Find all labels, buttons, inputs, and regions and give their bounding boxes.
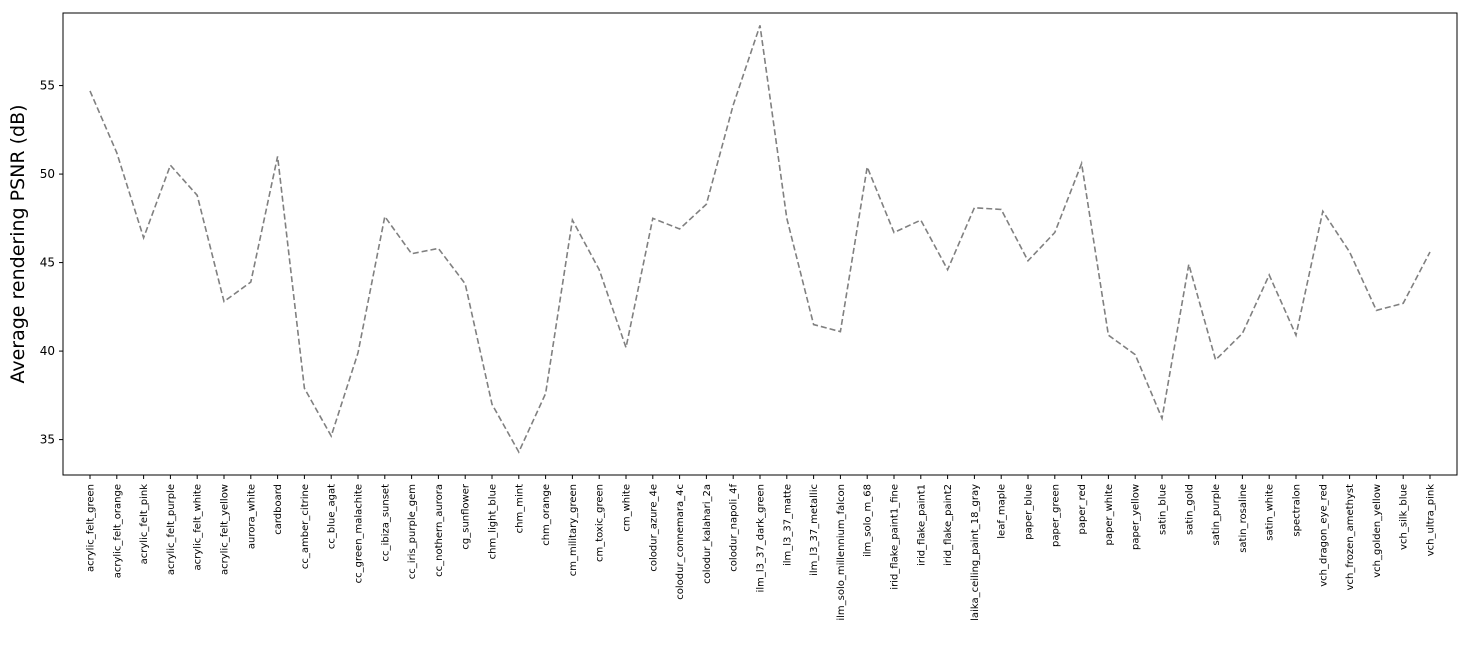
y-tick-label: 50 (40, 167, 55, 181)
y-axis: 35 40 45 50 55 (40, 79, 63, 447)
x-tick-label: vch_ultra_pink (1426, 484, 1437, 556)
x-tick-label: ilm_l3_37_metallic (809, 484, 820, 576)
x-tick-label: acrylic_felt_orange (112, 484, 123, 578)
x-tick-label: chm_orange (541, 484, 552, 546)
x-tick-label: ilm_solo_m_68 (863, 484, 874, 557)
x-tick-label: paper_red (1077, 484, 1088, 534)
x-tick-label: satin_gold (1184, 484, 1195, 535)
x-tick-label: acrylic_felt_white (193, 484, 204, 570)
x-tick-label: paper_blue (1024, 484, 1035, 540)
y-tick-label: 40 (40, 344, 55, 358)
x-tick-label: cc_nothern_aurora (434, 484, 445, 577)
x-tick-label: ilm_solo_millennium_falcon (836, 484, 847, 621)
x-tick-label: laika_ceiling_paint_18_gray (970, 484, 981, 621)
x-tick-label: leaf_maple (997, 484, 1008, 539)
x-tick-label: spectralon (1292, 484, 1303, 537)
x-tick-label: paper_yellow (1131, 484, 1142, 550)
x-tick-label: cc_green_malachite (354, 484, 365, 583)
x-tick-label: irid_flake_paint1_fine (890, 484, 901, 590)
x-tick-label: cg_sunflower (461, 483, 472, 549)
plot-area (62, 12, 1458, 476)
x-tick-label: irid_flake_paint2 (943, 484, 954, 566)
psnr-series-line (89, 25, 1431, 454)
x-tick-label: colodur_azure_4e (648, 484, 659, 572)
x-tick-label: ilm_l3_37_matte (782, 484, 793, 566)
x-tick-label: cm_toxic_green (595, 484, 606, 562)
x-tick-label: paper_white (1104, 484, 1115, 545)
x-tick-label: vch_silk_blue (1399, 484, 1410, 550)
x-tick-label: acrylic_felt_yellow (220, 484, 231, 575)
x-axis: acrylic_felt_green acrylic_felt_orange acr… (86, 475, 1437, 621)
y-tick-label: 55 (40, 79, 55, 93)
x-tick-label: vch_frozen_amethyst (1345, 484, 1356, 590)
x-tick-label: satin_purple (1211, 484, 1222, 545)
x-tick-label: satin_rosaline (1238, 484, 1249, 553)
x-tick-label: colodur_napoli_4f (729, 484, 740, 572)
x-tick-label: cm_military_green (568, 484, 579, 576)
y-tick-label: 35 (40, 433, 55, 447)
x-tick-label: satin_white (1265, 484, 1276, 541)
x-tick-label: cc_amber_citrine (300, 484, 311, 569)
y-axis-label: Average rendering PSNR (dB) (7, 104, 29, 383)
x-tick-label: paper_green (1050, 484, 1061, 547)
x-tick-label: cm_white (622, 484, 633, 532)
x-tick-label: colodur_connemara_4c (675, 484, 686, 600)
x-tick-label: ilm_l3_37_dark_green (756, 484, 767, 592)
x-tick-label: vch_dragon_eye_red (1318, 484, 1329, 587)
x-tick-label: aurora_white (246, 484, 257, 549)
x-tick-label: vch_golden_yellow (1372, 484, 1383, 578)
x-tick-label: cc_iris_purple_gem (407, 484, 418, 579)
x-tick-label: chm_mint (514, 484, 525, 533)
x-tick-label: colodur_kalahari_2a (702, 484, 713, 584)
x-tick-label: chm_light_blue (488, 484, 499, 559)
x-tick-label: acrylic_felt_purple (166, 484, 177, 575)
x-tick-label: acrylic_felt_green (86, 484, 97, 572)
x-tick-label: cc_ibiza_sunset (380, 484, 391, 562)
x-tick-label: acrylic_felt_pink (139, 484, 150, 565)
x-tick-label: cardboard (273, 484, 284, 535)
x-tick-label: satin_blue (1158, 484, 1169, 535)
x-tick-label: cc_blue_agat (327, 484, 338, 549)
x-tick-label: irid_flake_paint1 (916, 484, 927, 566)
y-tick-label: 45 (40, 256, 55, 270)
